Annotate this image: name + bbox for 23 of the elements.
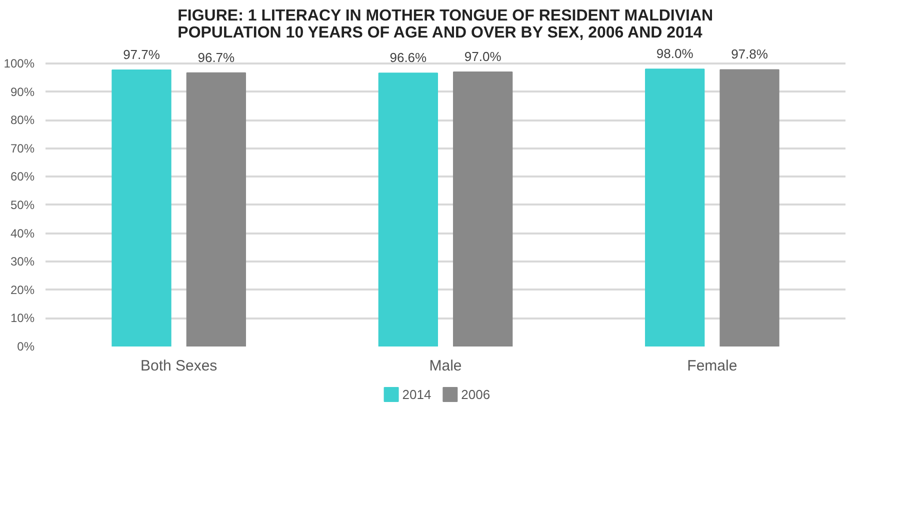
y-tick-label: 50% xyxy=(10,198,35,212)
y-tick-label: 100% xyxy=(4,56,35,70)
x-tick-label: Male xyxy=(429,358,462,374)
data-label: 97.0% xyxy=(464,48,502,64)
legend-label: 2006 xyxy=(461,387,490,402)
y-tick-label: 0% xyxy=(17,340,35,354)
data-label: 97.7% xyxy=(123,46,160,62)
legend-label: 2014 xyxy=(402,387,432,402)
x-tick-label: Both Sexes xyxy=(140,358,218,374)
data-label: 98.0% xyxy=(656,46,694,62)
y-tick-label: 20% xyxy=(10,282,35,297)
chart-title: FIGURE: 1 LITERACY IN MOTHER TONGUE OF RESIDENT MALDIVIAN POPULATION 10 YEARS OF AGE AND OVER BY SEX, 2006 AND 2014 xyxy=(178,8,714,42)
y-tick-label: 80% xyxy=(10,113,35,128)
data-label: 96.6% xyxy=(390,50,428,66)
data-label: 96.7% xyxy=(198,50,236,65)
y-tick-label: 10% xyxy=(10,311,35,326)
data-label: 97.8% xyxy=(731,46,768,62)
y-tick-label: 90% xyxy=(10,84,35,99)
x-tick-label: Female xyxy=(687,358,738,374)
y-tick-label: 30% xyxy=(10,254,35,269)
y-tick-label: 40% xyxy=(10,226,35,240)
y-tick-label: 70% xyxy=(10,141,35,156)
y-tick-label: 60% xyxy=(10,170,35,184)
